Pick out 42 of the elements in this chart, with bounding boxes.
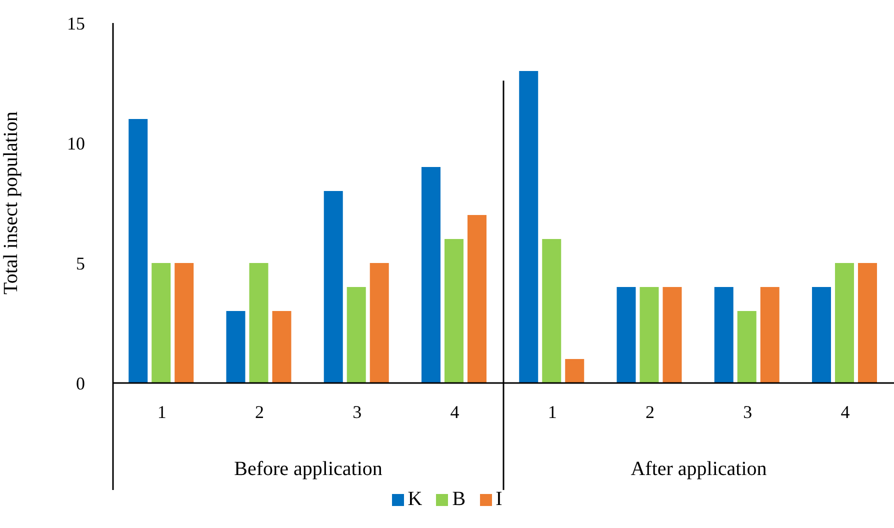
bar <box>662 287 682 383</box>
x-tick-label: 2 <box>645 402 654 422</box>
y-tick-label: 5 <box>76 253 85 274</box>
bar <box>324 191 343 383</box>
bar <box>174 263 194 383</box>
x-tick-label: 3 <box>743 402 752 422</box>
x-tick-label: 4 <box>450 402 460 422</box>
bar <box>812 287 831 383</box>
bar <box>249 263 268 383</box>
x-tick-label: 2 <box>254 402 264 422</box>
bar <box>128 119 148 383</box>
y-tick-label: 15 <box>67 13 85 34</box>
legend-label: K <box>406 488 422 511</box>
y-tick-label: 0 <box>76 373 85 394</box>
bar <box>152 263 171 383</box>
bar <box>834 263 854 383</box>
x-tick-label: 1 <box>548 402 557 422</box>
bar <box>565 359 584 383</box>
bar <box>346 287 366 383</box>
bar <box>467 215 486 383</box>
bar <box>640 287 659 383</box>
bar <box>226 311 246 383</box>
x-tick-label: 3 <box>352 402 362 422</box>
bar <box>444 239 464 383</box>
bar <box>714 287 734 383</box>
bar <box>760 287 780 383</box>
bar <box>370 263 389 383</box>
bar <box>616 287 636 383</box>
legend-label: I <box>494 488 502 511</box>
text: After application <box>630 458 767 480</box>
bar <box>737 311 756 383</box>
text: Before application <box>234 458 382 480</box>
x-tick-label: 4 <box>840 402 850 422</box>
bar <box>858 263 877 383</box>
bar <box>421 167 440 383</box>
bar <box>542 239 562 383</box>
legend-label: B <box>451 488 466 511</box>
y-axis-title: Total insect population <box>0 111 22 295</box>
x-tick-label: 1 <box>157 402 166 422</box>
y-tick-label: 10 <box>67 133 85 154</box>
bar <box>272 311 292 383</box>
bar <box>519 71 538 383</box>
